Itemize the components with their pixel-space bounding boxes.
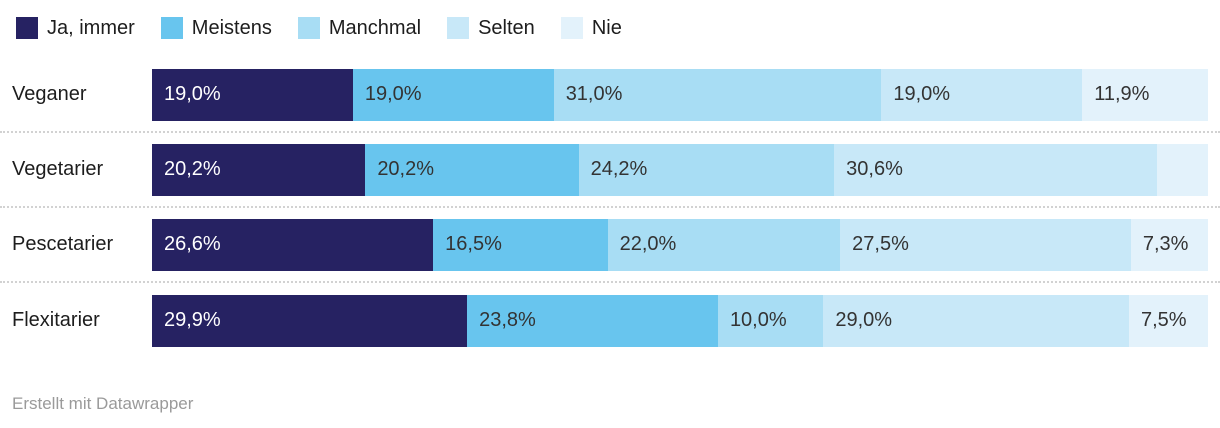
- legend-swatch: [447, 17, 470, 39]
- stacked-bar: 26,6% 16,5% 22,0% 27,5% 7,3%: [152, 218, 1208, 271]
- segment-value-label: 24,2%: [590, 158, 648, 180]
- segment-value-label: 7,3%: [1142, 233, 1189, 255]
- segment-value-label: 26,6%: [164, 233, 221, 255]
- segment-value-label: 31,0%: [565, 83, 623, 105]
- bar-segment[interactable]: 11,9%: [1082, 68, 1209, 121]
- bar-segment[interactable]: 29,9%: [152, 294, 468, 347]
- bar-segment[interactable]: 24,2%: [578, 143, 835, 196]
- legend: Ja, immer Meistens Manchmal Selten Nie: [16, 16, 1220, 40]
- stacked-bar: 19,0% 19,0% 31,0% 19,0% 11,9%: [152, 68, 1209, 121]
- bar-segment[interactable]: 10,0%: [717, 294, 824, 347]
- segment-value-label: 23,8%: [479, 309, 536, 331]
- row-label: Veganer: [12, 83, 87, 105]
- bar-segment[interactable]: [1157, 143, 1208, 196]
- legend-swatch: [297, 17, 320, 39]
- legend-label: Manchmal: [328, 16, 422, 39]
- chart-row: Veganer 19,0% 19,0% 31,0% 19,0% 11,9%: [0, 58, 1220, 133]
- bar-segment[interactable]: 19,0%: [881, 68, 1083, 121]
- segment-value-label: 7,5%: [1140, 309, 1187, 331]
- bar-segment[interactable]: 29,0%: [823, 294, 1129, 347]
- legend-item: Nie: [560, 16, 622, 40]
- segment-value-label: 10,0%: [729, 309, 787, 331]
- segment-value-label: 19,0%: [364, 83, 422, 105]
- segment-value-label: 19,0%: [164, 83, 221, 105]
- bar-segment[interactable]: 23,8%: [467, 294, 718, 347]
- row-label: Flexitarier: [12, 309, 100, 331]
- legend-swatch: [16, 17, 38, 39]
- legend-swatch: [560, 17, 583, 39]
- segment-value-label: 19,0%: [893, 83, 951, 105]
- legend-label: Nie: [591, 16, 622, 39]
- segment-value-label: 11,9%: [1094, 83, 1150, 105]
- legend-item: Meistens: [160, 16, 272, 40]
- legend-item: Ja, immer: [16, 17, 135, 40]
- segment-value-label: 29,0%: [835, 309, 893, 331]
- segment-value-label: 30,6%: [846, 158, 903, 180]
- legend-label: Ja, immer: [47, 16, 135, 39]
- segment-value-label: 22,0%: [619, 233, 677, 255]
- chart-row: Flexitarier 29,9% 23,8% 10,0% 29,0% 7,5%: [0, 283, 1220, 358]
- chart-row: Pescetarier 26,6% 16,5% 22,0% 27,5% 7,3%: [0, 208, 1220, 283]
- legend-label: Meistens: [191, 16, 272, 39]
- bar-segment[interactable]: 7,5%: [1128, 294, 1208, 347]
- legend-item: Selten: [447, 17, 535, 40]
- stacked-bar: 29,9% 23,8% 10,0% 29,0% 7,5%: [152, 294, 1208, 347]
- segment-value-label: 20,2%: [164, 158, 221, 180]
- segment-value-label: 27,5%: [852, 233, 909, 255]
- bar-segment[interactable]: 19,0%: [352, 68, 554, 121]
- bar-segment[interactable]: 20,2%: [152, 143, 366, 196]
- legend-label: Selten: [478, 16, 535, 39]
- bar-segment[interactable]: 19,0%: [152, 68, 353, 121]
- segment-value-label: 29,9%: [164, 309, 221, 331]
- bar-segment[interactable]: 26,6%: [152, 218, 434, 271]
- legend-item: Manchmal: [297, 16, 422, 40]
- bar-segment[interactable]: 20,2%: [365, 143, 579, 196]
- bar-segment[interactable]: 27,5%: [840, 218, 1131, 271]
- chart-row: Vegetarier 20,2% 20,2% 24,2% 30,6%: [0, 133, 1220, 208]
- segment-value-label: 20,2%: [377, 158, 435, 180]
- chart-rows: Veganer 19,0% 19,0% 31,0% 19,0% 11,9% Vegetari…: [0, 58, 1220, 358]
- bar-segment[interactable]: 7,3%: [1130, 218, 1208, 271]
- row-label: Pescetarier: [12, 233, 114, 255]
- legend-swatch: [160, 17, 183, 39]
- row-label: Vegetarier: [12, 158, 104, 180]
- bar-segment[interactable]: 31,0%: [553, 68, 882, 121]
- bar-segment[interactable]: 30,6%: [834, 143, 1158, 196]
- segment-value-label: 16,5%: [445, 233, 502, 255]
- bar-segment[interactable]: 16,5%: [433, 218, 608, 271]
- bar-segment[interactable]: 22,0%: [607, 218, 841, 271]
- attribution-link[interactable]: Erstellt mit Datawrapper: [12, 394, 194, 413]
- stacked-bar: 20,2% 20,2% 24,2% 30,6%: [152, 143, 1208, 196]
